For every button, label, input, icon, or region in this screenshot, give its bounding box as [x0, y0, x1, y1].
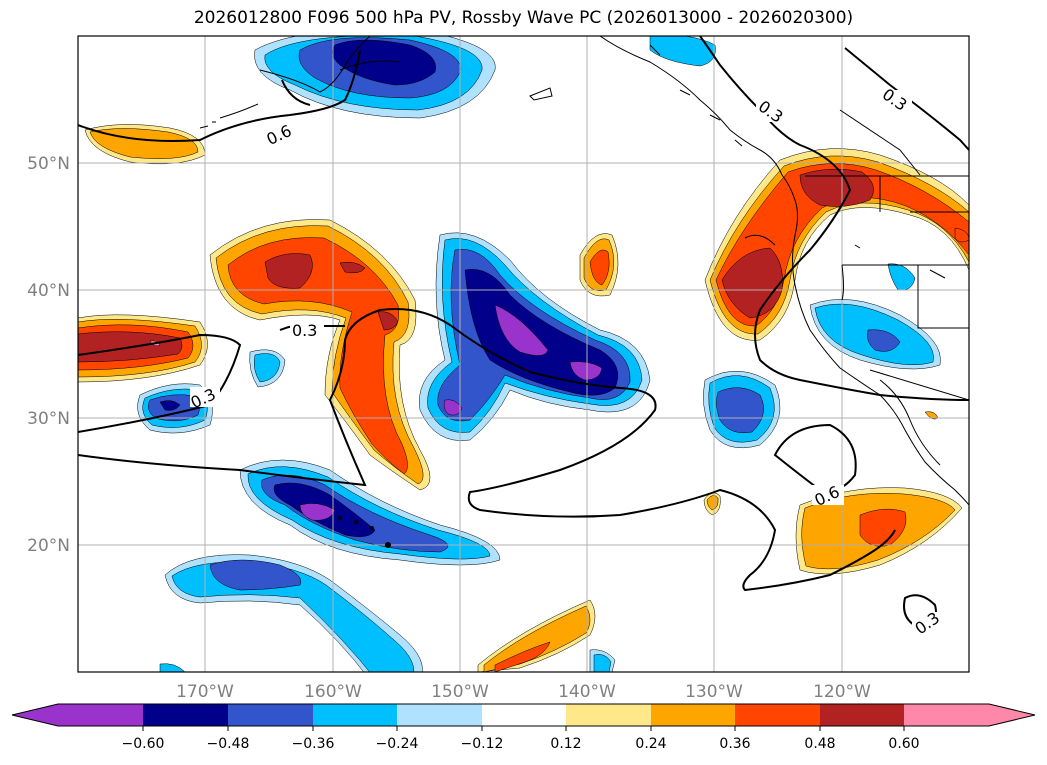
colorbar-bin: [904, 704, 989, 726]
lat-tick: 40°N: [27, 281, 70, 301]
hawaii-islands: [338, 516, 391, 548]
colorbar-tick-label: −0.60: [122, 736, 165, 752]
colorbar-bin: [566, 704, 651, 726]
colorbar-outline: [11, 703, 1036, 727]
lon-tick-labels: 170°W 160°W 150°W 140°W 130°W 120°W: [176, 682, 871, 702]
colorbar-bin: [143, 704, 228, 726]
lat-tick: 30°N: [27, 409, 70, 429]
colorbar-bin: [651, 704, 735, 726]
graticule: [78, 36, 969, 672]
map-frame: [77, 35, 970, 673]
colorbar-bin: [735, 704, 820, 726]
lon-tick: 130°W: [685, 682, 743, 702]
colorbar-tick-label: −0.48: [207, 736, 250, 752]
lat-tick: 20°N: [27, 536, 70, 556]
colorbar-bin: [58, 704, 143, 726]
coastlines: [199, 36, 969, 506]
colorbar-bin: [313, 704, 397, 726]
contour-label: 0.3: [292, 321, 317, 340]
plot-title: 2026012800 F096 500 hPa PV, Rossby Wave …: [193, 8, 854, 28]
contour-labels: 0.6 0.3 0.3 0.3 0.3 0.6 0.3: [188, 85, 944, 638]
colorbar-extend-low: [12, 704, 58, 726]
colorbar-tick-label: −0.24: [376, 736, 419, 752]
contour-label: 0.3: [879, 85, 911, 115]
colorbar-tick-label: −0.36: [292, 736, 335, 752]
colorbar-tick-label: 0.24: [635, 736, 666, 752]
colorbar-tick-label: −0.12: [461, 736, 504, 752]
lon-tick: 120°W: [813, 682, 871, 702]
pos-anomaly-gulf-alaska: [84, 124, 206, 165]
lat-tick: 50°N: [27, 154, 70, 174]
pos-anomaly-small: [477, 227, 969, 672]
pos-anomaly-western: [78, 314, 208, 383]
neg-anomaly-subtropical: [164, 554, 423, 672]
lon-tick: 150°W: [431, 682, 489, 702]
pos-anomaly-north-pacific: [209, 219, 431, 491]
lat-tick-labels: 50°N 40°N 30°N 20°N: [27, 154, 70, 556]
colorbar-bin: [820, 704, 904, 726]
lon-tick: 140°W: [558, 682, 616, 702]
neg-anomaly-hawaii: [239, 459, 501, 566]
neg-anomaly-small: [137, 36, 941, 672]
colorbar-tick-label: 0.12: [550, 736, 581, 752]
pv-field: [78, 36, 969, 672]
neg-anomaly-alaska: [254, 36, 496, 119]
colorbar-bin: [482, 704, 566, 726]
lon-tick: 160°W: [304, 682, 362, 702]
pc-contours: [78, 36, 969, 630]
colorbar-bin: [397, 704, 482, 726]
colorbar-tick-label: 0.60: [888, 736, 919, 752]
colorbar-extend-high: [989, 704, 1035, 726]
lon-tick: 170°W: [176, 682, 234, 702]
colorbar: −0.60 −0.48 −0.36 −0.24 −0.12 0.12 0.24 …: [11, 703, 1036, 752]
colorbar-bin: [228, 704, 313, 726]
colorbar-tick-label: 0.36: [719, 736, 750, 752]
colorbar-tick-label: 0.48: [804, 736, 835, 752]
contour-label: 0.3: [755, 97, 787, 127]
